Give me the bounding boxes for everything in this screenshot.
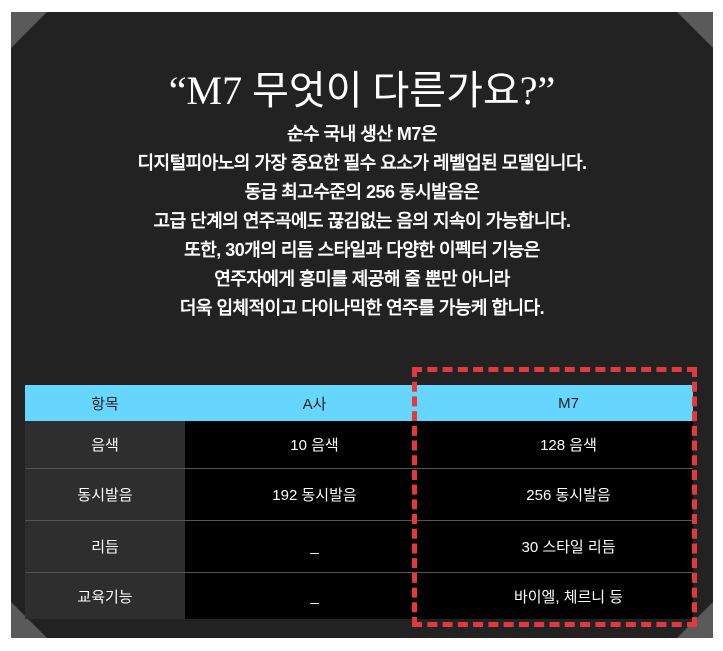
a-value: _ [185,520,444,573]
description-line: 동급 최고수준의 256 동시발음은 [244,182,480,202]
corner-decoration [11,12,47,48]
description-line: 고급 단계의 연주곡에도 끊김없는 음의 지속이 가능합니다. [153,211,571,231]
m7-value: 128 음색 [444,421,693,469]
header-item: 항목 [25,385,185,421]
comparison-panel: “M7 무엇이 다른가요?” 순수 국내 생산 M7은 디지털피아노의 가장 중… [11,12,713,638]
table-header: 항목 A사 M7 [25,385,693,421]
a-value: _ [185,572,444,619]
header-a: A사 [185,385,444,421]
a-value: 10 음색 [185,421,444,469]
corner-decoration [677,12,713,48]
table-row: 동시발음 192 동시발음 256 동시발음 [25,468,693,521]
description-line: 또한, 30개의 리듬 스타일과 다양한 이펙터 기능은 [184,240,540,260]
row-label: 동시발음 [25,468,185,521]
m7-highlight-box [412,367,697,627]
header-m7: M7 [444,385,693,421]
description: 순수 국내 생산 M7은 디지털피아노의 가장 중요한 필수 요소가 레벨업된 … [11,120,713,323]
description-line: 연주자에게 흥미를 제공해 줄 뿐만 아니라 [214,269,510,289]
row-label: 교육기능 [25,572,185,619]
table-row: 교육기능 _ 바이엘, 체르니 등 [25,572,693,619]
m7-value: 256 동시발음 [444,468,693,521]
comparison-table: 항목 A사 M7 음색 10 음색 128 음색 동시발음 192 동시발음 2… [25,385,693,619]
table-row: 리듬 _ 30 스타일 리듬 [25,520,693,573]
m7-value: 바이엘, 체르니 등 [444,572,693,619]
table-row: 음색 10 음색 128 음색 [25,421,693,469]
description-line: 순수 국내 생산 M7은 [287,124,437,144]
page-title: “M7 무엇이 다른가요?” [168,68,556,113]
row-label: 음색 [25,421,185,469]
a-value: 192 동시발음 [185,468,444,521]
description-line: 더욱 입체적이고 다이나믹한 연주를 가능케 합니다. [179,298,545,318]
description-line: 디지털피아노의 가장 중요한 필수 요소가 레벨업된 모델입니다. [137,153,587,173]
m7-value: 30 스타일 리듬 [444,520,693,573]
row-label: 리듬 [25,520,185,573]
